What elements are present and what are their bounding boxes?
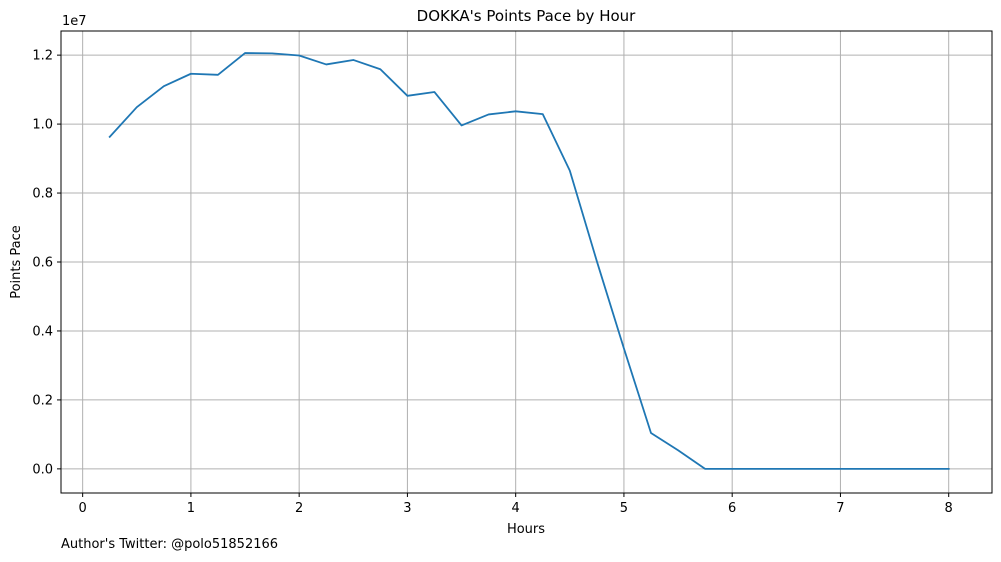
- series-line: [108, 52, 950, 470]
- y-tick-label: 0.6: [32, 256, 53, 271]
- x-tick-label: 1: [187, 501, 195, 516]
- chart-title: DOKKA's Points Pace by Hour: [417, 7, 636, 25]
- x-tick-label: 8: [945, 501, 953, 516]
- author-twitter-note: Author's Twitter: @polo51852166: [61, 537, 279, 552]
- y-tick-label: 1.2: [32, 49, 53, 64]
- x-tick-label: 0: [79, 501, 87, 516]
- y-axis-label: Points Pace: [9, 225, 24, 299]
- y-tick-label: 0.0: [32, 462, 53, 477]
- x-tick-label: 7: [836, 501, 844, 516]
- x-tick-label: 4: [512, 501, 520, 516]
- x-tick-label: 5: [620, 501, 628, 516]
- x-tick-label: 6: [728, 501, 736, 516]
- y-tick-label: 0.2: [32, 393, 53, 408]
- y-tick-label: 0.4: [32, 324, 53, 339]
- x-tick-label: 2: [295, 501, 303, 516]
- y-axis-offset-label: 1e7: [62, 14, 87, 29]
- y-tick-label: 0.8: [32, 187, 53, 202]
- plot-frame: [60, 30, 993, 494]
- data-series: [108, 52, 950, 470]
- x-tick-label: 3: [403, 501, 411, 516]
- y-tick-label: 1.0: [32, 118, 53, 133]
- x-axis-label: Hours: [507, 522, 545, 537]
- axes: 0 1 2 3 4 5 6 7 8 0.0 0.2 0.4 0.6 0.8 1.0 1.2: [32, 30, 993, 516]
- labels: DOKKA's Points Pace by Hour Hours Points…: [9, 7, 636, 537]
